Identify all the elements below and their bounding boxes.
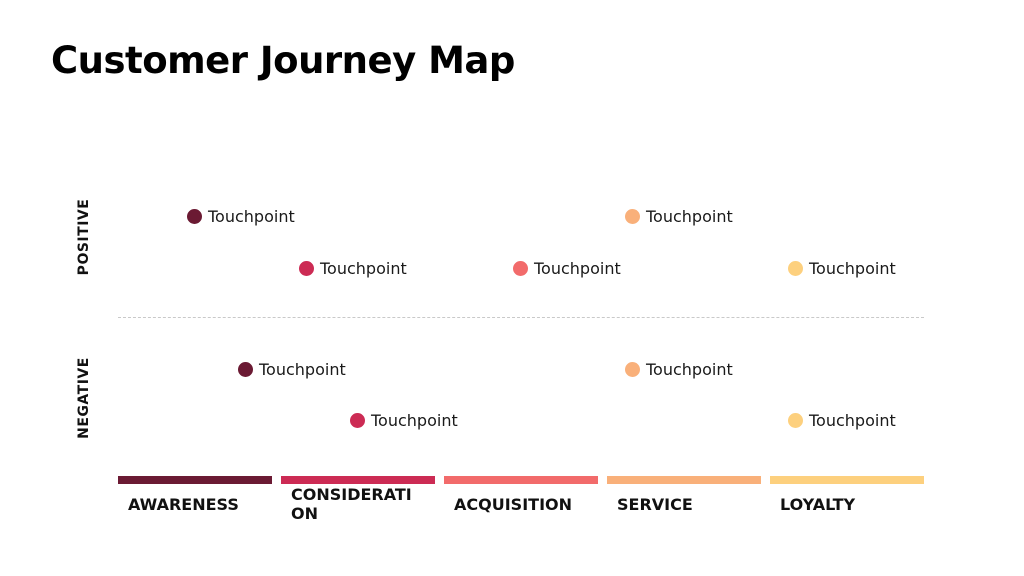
stage-bar-consideration [281,476,435,484]
touchpoint-label: Touchpoint [809,258,896,278]
touchpoint-dot-icon [299,260,314,276]
touchpoint-dot-icon [187,208,202,224]
touchpoint-dot-icon [350,412,365,428]
touchpoint-positive-service[interactable]: Touchpoint [625,206,733,226]
touchpoint-label: Touchpoint [646,359,733,379]
touchpoint-negative-loyalty[interactable]: Touchpoint [788,410,896,430]
touchpoint-label: Touchpoint [646,206,733,226]
stage-bar-awareness [118,476,272,484]
stage-label-consideration: CONSIDERATION [291,485,412,523]
touchpoint-label: Touchpoint [259,359,346,379]
touchpoint-label: Touchpoint [320,258,407,278]
stage-bar-acquisition [444,476,598,484]
touchpoint-label: Touchpoint [208,206,295,226]
touchpoint-dot-icon [788,260,803,276]
stage-bar-service [607,476,761,484]
touchpoint-dot-icon [788,412,803,428]
stage-label-awareness: AWARENESS [128,494,239,514]
touchpoint-positive-consideration[interactable]: Touchpoint [299,258,407,278]
touchpoint-negative-awareness[interactable]: Touchpoint [238,359,346,379]
touchpoint-label: Touchpoint [371,410,458,430]
touchpoint-dot-icon [238,361,253,377]
page-title: Customer Journey Map [51,39,515,82]
touchpoint-positive-loyalty[interactable]: Touchpoint [788,258,896,278]
stage-bar-loyalty [770,476,924,484]
touchpoint-label: Touchpoint [534,258,621,278]
touchpoint-dot-icon [513,260,528,276]
axis-label-negative: NEGATIVE [76,357,92,439]
sentiment-divider [118,317,924,318]
touchpoint-dot-icon [625,208,640,224]
touchpoint-negative-service[interactable]: Touchpoint [625,359,733,379]
stage-label-service: SERVICE [617,494,693,514]
touchpoint-positive-acquisition[interactable]: Touchpoint [513,258,621,278]
touchpoint-negative-consideration[interactable]: Touchpoint [350,410,458,430]
touchpoint-label: Touchpoint [809,410,896,430]
axis-label-positive: POSITIVE [76,198,92,276]
stage-label-acquisition: ACQUISITION [454,494,573,514]
touchpoint-dot-icon [625,361,640,377]
stage-label-loyalty: LOYALTY [780,494,856,514]
touchpoint-positive-awareness[interactable]: Touchpoint [187,206,295,226]
